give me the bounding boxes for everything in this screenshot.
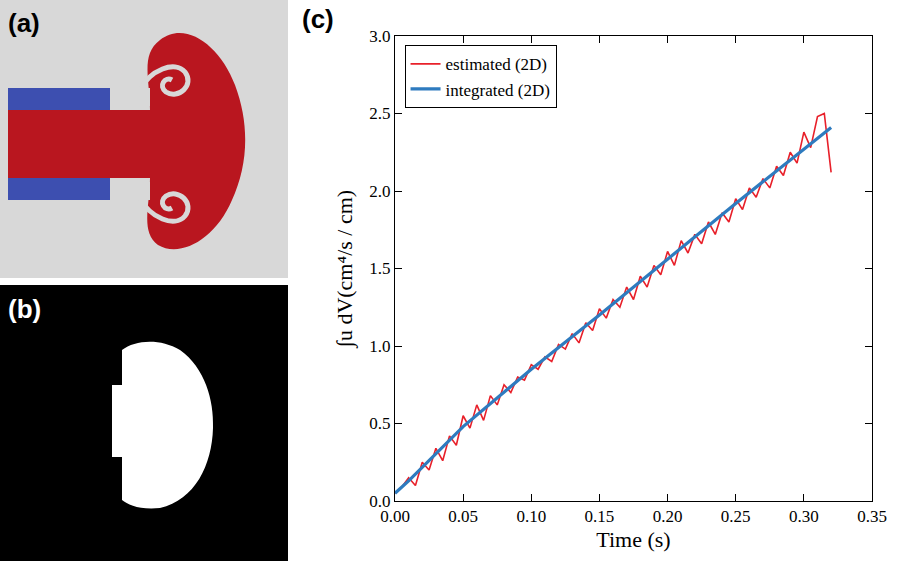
svg-text:estimated (2D): estimated (2D)	[446, 55, 548, 74]
svg-text:1.0: 1.0	[369, 337, 390, 356]
svg-text:3.0: 3.0	[369, 27, 390, 46]
svg-text:∫u dV(cm⁴/s / cm): ∫u dV(cm⁴/s / cm)	[332, 190, 358, 349]
svg-text:integrated (2D): integrated (2D)	[446, 81, 550, 100]
svg-text:0.15: 0.15	[585, 507, 615, 526]
svg-text:0.25: 0.25	[721, 507, 751, 526]
svg-text:0.0: 0.0	[369, 492, 390, 511]
svg-text:0.05: 0.05	[448, 507, 478, 526]
svg-text:2.0: 2.0	[369, 182, 390, 201]
svg-text:0.10: 0.10	[516, 507, 546, 526]
svg-text:(b): (b)	[8, 294, 41, 324]
html-text:(c): (c)	[302, 4, 334, 34]
svg-text:1.5: 1.5	[369, 259, 390, 278]
svg-text:0.30: 0.30	[789, 507, 819, 526]
svg-text:0.20: 0.20	[653, 507, 683, 526]
svg-text:0.5: 0.5	[369, 414, 390, 433]
svg-text:2.5: 2.5	[369, 104, 390, 123]
svg-text:0.00: 0.00	[380, 507, 410, 526]
svg-text:0.35: 0.35	[857, 507, 887, 526]
svg-text:Time (s): Time (s)	[596, 527, 670, 552]
svg-text:(a): (a)	[8, 8, 40, 38]
